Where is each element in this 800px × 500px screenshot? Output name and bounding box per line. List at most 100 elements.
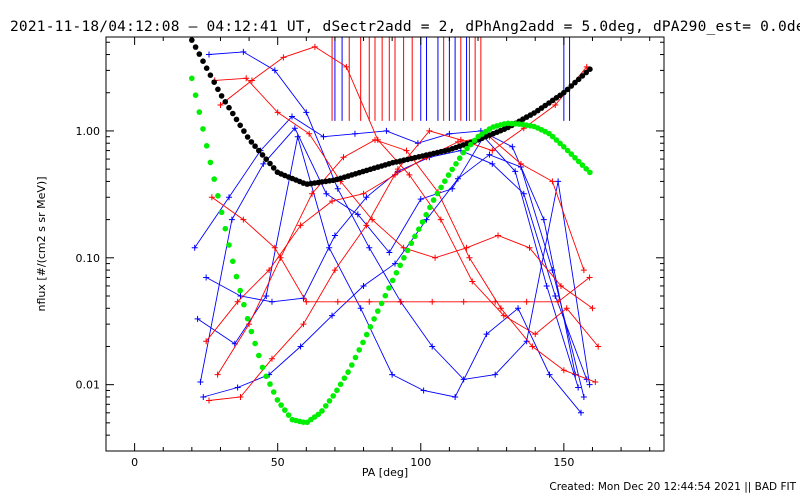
fit-point: [401, 254, 407, 261]
data-point: [240, 216, 247, 223]
fit-point: [575, 158, 582, 165]
data-point: [589, 305, 596, 312]
data-point: [309, 190, 316, 197]
data-point: [452, 393, 459, 400]
fit-point: [386, 285, 392, 291]
fit-point: [382, 292, 389, 299]
data-point: [271, 67, 278, 74]
data-point: [329, 198, 336, 205]
fit-point: [389, 277, 396, 284]
series-line: [208, 51, 591, 385]
data-point: [509, 143, 516, 150]
fit-point: [263, 373, 270, 380]
fit-point: [349, 362, 355, 368]
vertical-markers: [331, 37, 571, 121]
data-point: [460, 298, 467, 305]
data-point: [469, 278, 476, 285]
data-point: [552, 102, 559, 109]
fit-point: [226, 104, 232, 111]
data-point: [360, 282, 367, 289]
data-point: [203, 274, 210, 281]
data-point: [489, 147, 496, 154]
fit-point: [549, 133, 556, 140]
fit-point: [393, 270, 400, 276]
fit-point: [270, 165, 277, 171]
fit-curves: [189, 37, 593, 426]
data-point: [246, 321, 253, 328]
data-point: [260, 160, 267, 167]
data-point: [555, 298, 562, 305]
data-point: [406, 171, 413, 178]
data-point: [420, 387, 427, 394]
series-line: [217, 139, 596, 383]
data-point: [586, 381, 593, 388]
fit-point: [192, 92, 199, 98]
fit-point: [259, 152, 266, 158]
data-point: [331, 232, 338, 239]
fit-point: [282, 407, 288, 413]
data-point: [586, 274, 593, 281]
fit-point: [378, 300, 385, 307]
data-point: [354, 211, 361, 218]
data-point: [397, 298, 404, 305]
data-point: [437, 216, 444, 223]
fit-point: [189, 75, 195, 82]
data-point: [200, 393, 207, 400]
data-point: [423, 216, 430, 223]
fit-point: [285, 412, 292, 418]
data-point: [575, 384, 582, 391]
data-point: [523, 298, 530, 305]
data-point: [248, 77, 255, 84]
data-point: [497, 305, 504, 312]
data-point: [366, 244, 373, 251]
data-point: [237, 393, 244, 400]
fit-point: [222, 225, 229, 232]
fit-point: [323, 403, 329, 409]
data-point: [446, 130, 453, 137]
data-point: [214, 371, 221, 378]
fit-point: [203, 143, 210, 149]
fit-point: [252, 340, 258, 347]
data-point: [386, 249, 393, 256]
fit-point: [453, 161, 459, 167]
fit-point: [583, 69, 589, 76]
fit-point: [352, 354, 359, 361]
data-point: [517, 160, 524, 167]
fit-point: [203, 65, 210, 71]
data-point: [320, 133, 327, 140]
data-point: [240, 48, 247, 55]
fit-point: [445, 172, 452, 178]
data-point: [495, 232, 502, 239]
fit-point: [259, 364, 266, 371]
fit-point: [356, 347, 363, 353]
data-point: [329, 312, 336, 319]
fit-point: [557, 140, 563, 147]
fit-point: [244, 315, 251, 322]
data-point: [549, 267, 556, 274]
fit-point: [397, 262, 404, 269]
data-point: [217, 102, 224, 109]
data-point: [578, 409, 585, 416]
fit-point: [215, 193, 221, 199]
fit-point: [583, 166, 589, 172]
fit-point: [561, 89, 567, 96]
data-point: [563, 305, 570, 312]
data-point: [429, 298, 436, 305]
data-point: [303, 298, 310, 305]
data-point: [532, 331, 539, 338]
fit-point: [237, 122, 243, 129]
fit-point: [211, 176, 217, 182]
data-point: [206, 51, 213, 58]
data-point: [351, 130, 358, 137]
data-point: [197, 378, 204, 385]
fit-point: [244, 134, 251, 140]
fit-point: [363, 331, 370, 338]
data-point: [543, 282, 550, 289]
fit-point: [270, 389, 277, 395]
data-point: [237, 292, 244, 299]
y-axis-label: nflux [#/(cm2 s sr MeV)]: [35, 177, 48, 312]
fit-point: [564, 86, 571, 93]
fit-point: [222, 99, 229, 105]
fit-point: [367, 324, 374, 330]
data-point: [343, 63, 350, 70]
